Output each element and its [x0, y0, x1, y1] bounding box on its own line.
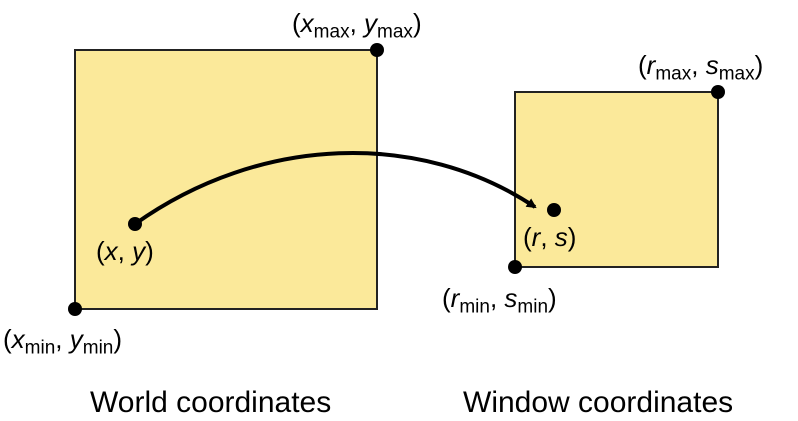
window-min-corner-dot [508, 260, 522, 274]
window-point-label: (r, s) [523, 222, 577, 252]
world-min-corner-dot [68, 302, 82, 316]
window-min-corner-label: (rmin, smin) [442, 283, 557, 318]
window-point-dot [547, 203, 561, 217]
world-point-dot [128, 217, 142, 231]
window-max-corner-label: (rmax, smax) [638, 50, 764, 85]
window-coordinates-caption: Window coordinates [463, 386, 734, 419]
world-point-label: (x, y) [96, 236, 154, 266]
world-coordinates-caption: World coordinates [90, 386, 332, 419]
world-max-corner-label: (xmax, ymax) [292, 8, 422, 43]
mapping-arrow [133, 151, 537, 226]
window-rectangle [514, 91, 719, 268]
world-rectangle [74, 49, 378, 310]
window-max-corner-dot [711, 85, 725, 99]
world-min-corner-label: (xmin, ymin) [3, 324, 123, 359]
world-max-corner-dot [370, 43, 384, 57]
